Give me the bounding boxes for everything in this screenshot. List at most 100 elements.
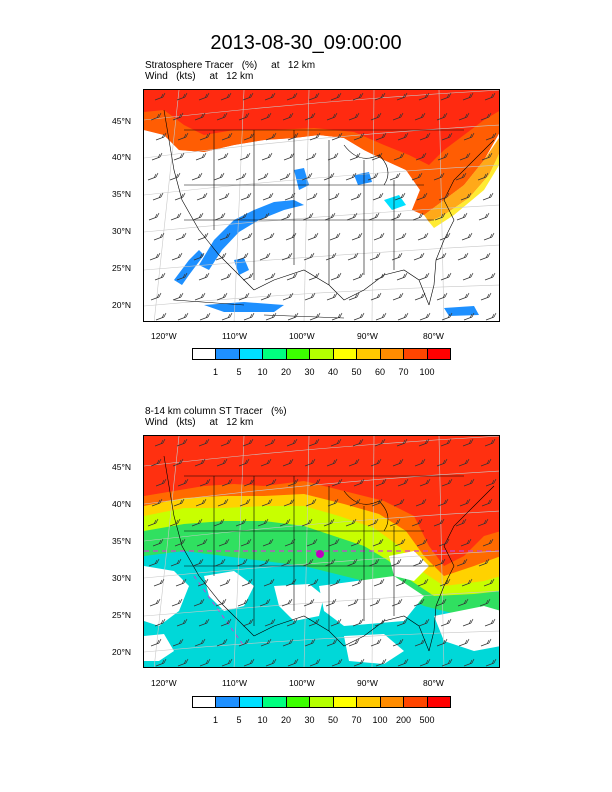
wind-barb (349, 152, 361, 161)
colorbar-swatch (216, 697, 240, 707)
wind-barb (395, 578, 407, 587)
wind-barb (418, 438, 430, 447)
wind-barb (459, 498, 471, 507)
wind-barb (389, 172, 401, 181)
panel1-lat-label: 25°N (112, 263, 131, 273)
wind-barb (196, 538, 208, 547)
wind-barb (414, 458, 426, 467)
wind-barb (309, 478, 321, 487)
panel2-colorbar (192, 696, 451, 708)
colorbar-swatch (263, 697, 287, 707)
wind-barb (412, 558, 424, 567)
colorbar-swatch (380, 349, 405, 359)
wind-barb (155, 132, 167, 141)
wind-barb (481, 498, 493, 507)
panel2-lat-label: 35°N (112, 536, 131, 546)
wind-barb (174, 538, 186, 547)
wind-barb (199, 132, 211, 141)
wind-barb (262, 192, 274, 201)
wind-barb (279, 518, 291, 527)
wind-barb (264, 438, 276, 447)
wind-barb (325, 252, 337, 261)
wind-barb (395, 232, 407, 241)
wind-barb (479, 598, 491, 607)
wind-barb (243, 312, 255, 321)
panel1-colorbar (192, 348, 451, 360)
wind-barb (243, 478, 255, 487)
wind-barb (284, 538, 296, 547)
wind-barb (324, 212, 336, 221)
panel2-colorbar-label: 50 (327, 715, 339, 725)
wind-barb (480, 112, 492, 121)
wind-barb (396, 272, 408, 281)
wind-barb (286, 92, 298, 101)
wind-barb (242, 438, 254, 447)
wind-barb (460, 192, 472, 201)
wind-barb (197, 232, 209, 241)
wind-barb (352, 618, 364, 627)
wind-barb (415, 152, 427, 161)
wind-barb (279, 172, 291, 181)
wind-barb (463, 478, 475, 487)
wind-barb (260, 112, 272, 121)
wind-barb (240, 192, 252, 201)
wind-barb (375, 312, 387, 321)
wind-barb (280, 558, 292, 567)
wind-barb (368, 212, 380, 221)
wind-barb (441, 312, 453, 321)
panel2-colorbar-label: 500 (419, 715, 435, 725)
wind-barb (419, 658, 431, 667)
panel2-lon-label: 110°W (222, 678, 247, 688)
panel2-map (143, 435, 500, 668)
panel1-colorbar-label: 70 (398, 367, 409, 377)
wind-barb (238, 638, 250, 647)
wind-barb (375, 658, 387, 667)
wind-barb (483, 232, 495, 241)
panel1-lon-label: 120°W (151, 331, 177, 341)
wind-barb (348, 458, 360, 467)
wind-barb (214, 558, 226, 567)
wind-barb (220, 272, 232, 281)
wind-barb (287, 312, 299, 321)
panel1-colorbar-label: 30 (304, 367, 315, 377)
wind-barb (154, 272, 166, 281)
wind-barb (215, 598, 227, 607)
wind-barb (347, 598, 359, 607)
colorbar-swatch (427, 349, 450, 359)
wind-barb (258, 212, 270, 221)
wind-barb (330, 618, 342, 627)
wind-barb (265, 312, 277, 321)
wind-barb (259, 598, 271, 607)
wind-barb (455, 172, 467, 181)
wind-barb (285, 232, 297, 241)
wind-barb (459, 152, 471, 161)
wind-barb (243, 658, 255, 667)
wind-barb (195, 498, 207, 507)
wind-barb (397, 658, 409, 667)
wind-barb (217, 152, 229, 161)
wind-barb (177, 478, 189, 487)
wind-barb (175, 232, 187, 241)
wind-barb (175, 578, 187, 587)
wind-barb (220, 618, 232, 627)
wind-barb (436, 458, 448, 467)
wind-barb (352, 272, 364, 281)
wind-barb (418, 272, 430, 281)
wind-barb (194, 638, 206, 647)
wind-barb (154, 618, 166, 627)
panel1-lat-label: 35°N (112, 189, 131, 199)
wind-barb (213, 518, 225, 527)
wind-barb (150, 112, 162, 121)
wind-barb (177, 658, 189, 667)
panel2-map-svg (144, 436, 499, 667)
colorbar-swatch (239, 349, 264, 359)
wind-barb (437, 498, 449, 507)
wind-barb (391, 252, 403, 261)
wind-barb (265, 478, 277, 487)
wind-barb (235, 172, 247, 181)
panel2-lat-label: 40°N (112, 499, 131, 509)
wind-barb (194, 112, 206, 121)
wind-barb (257, 518, 269, 527)
wind-barb (196, 192, 208, 201)
wind-barb (282, 638, 294, 647)
